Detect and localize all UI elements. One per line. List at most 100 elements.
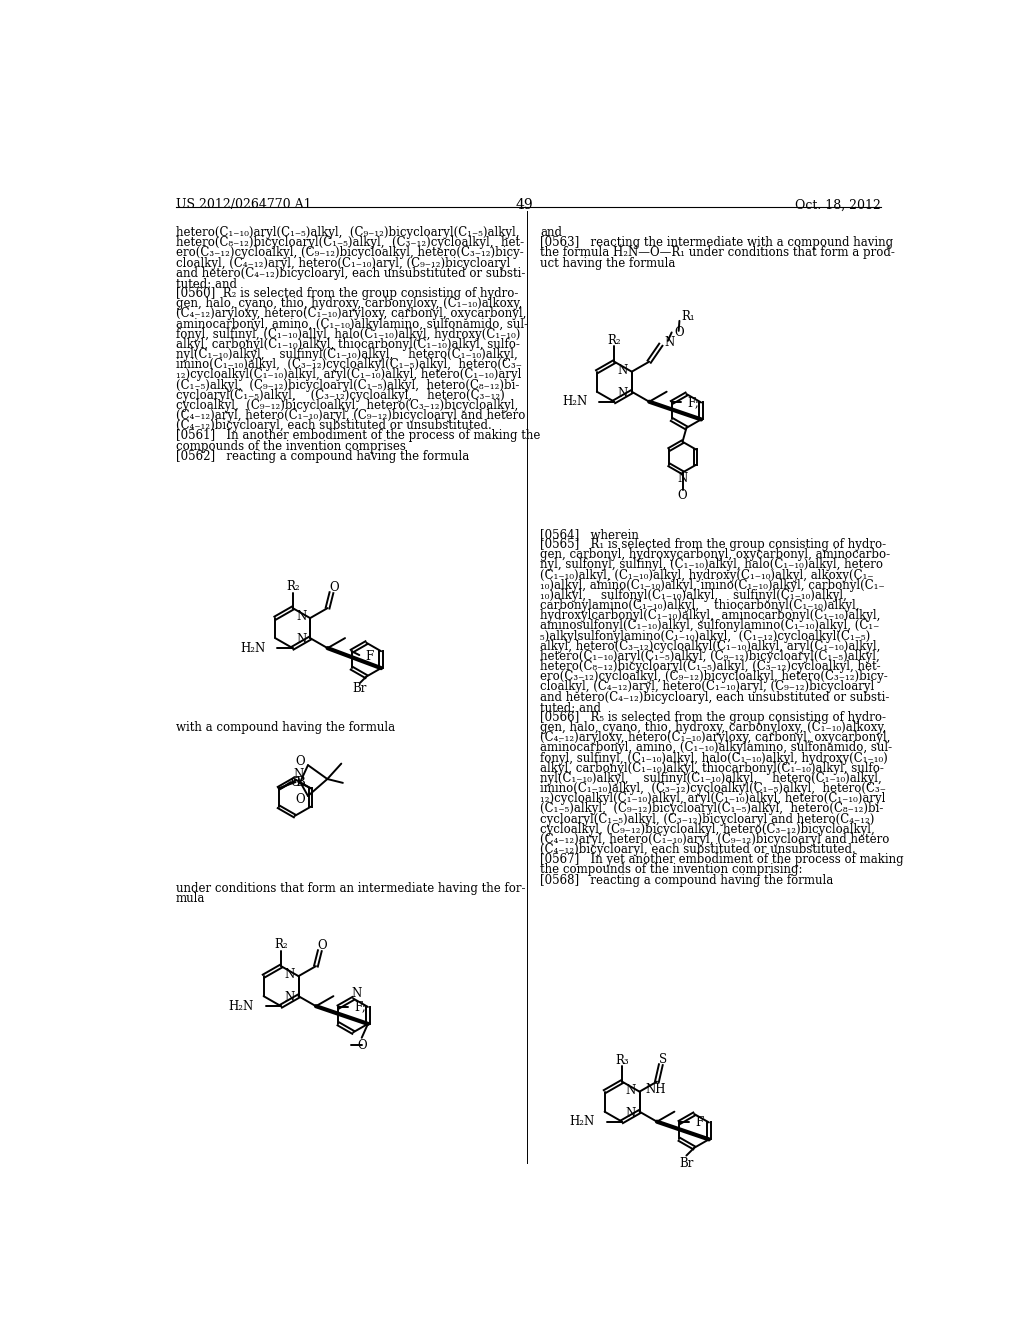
- Text: fonyl, sulfinyl, (C₁₋₁₀)allyl, halo(C₁₋₁₀)alkyl, hydroxy(C₁₋₁₀): fonyl, sulfinyl, (C₁₋₁₀)allyl, halo(C₁₋₁…: [176, 327, 520, 341]
- Text: (C₄₋₁₂)aryl, hetero(C₁₋₁₀)aryl, (C₉₋₁₂)bicycloaryl and hetero: (C₄₋₁₂)aryl, hetero(C₁₋₁₀)aryl, (C₉₋₁₂)b…: [176, 409, 525, 422]
- Text: H₂N: H₂N: [569, 1115, 595, 1129]
- Text: and hetero(C₄₋₁₂)bicycloaryl, each unsubstituted or substi-: and hetero(C₄₋₁₂)bicycloaryl, each unsub…: [176, 267, 525, 280]
- Text: [0560]  R₂ is selected from the group consisting of hydro-: [0560] R₂ is selected from the group con…: [176, 288, 518, 300]
- Text: N: N: [296, 610, 306, 623]
- Text: tuted; and: tuted; and: [176, 277, 237, 290]
- Text: ₁₀)alkyl,    sulfonyl(C₁₋₁₀)alkyl,    sulfinyl(C₁₋₁₀)alkyl,: ₁₀)alkyl, sulfonyl(C₁₋₁₀)alkyl, sulfinyl…: [541, 589, 847, 602]
- Text: (C₄₋₁₂)bicycloaryl, each substituted or unsubstituted.: (C₄₋₁₂)bicycloaryl, each substituted or …: [541, 843, 856, 857]
- Text: N: N: [293, 768, 303, 781]
- Text: aminosulfonyl(C₁₋₁₀)alkyl, sulfonylamino(C₁₋₁₀)alkyl, (C₁₋: aminosulfonyl(C₁₋₁₀)alkyl, sulfonylamino…: [541, 619, 880, 632]
- Text: S: S: [659, 1053, 668, 1065]
- Text: N: N: [285, 991, 295, 1005]
- Text: N: N: [626, 1106, 636, 1119]
- Text: Oct. 18, 2012: Oct. 18, 2012: [796, 198, 882, 211]
- Text: R₂: R₂: [286, 579, 299, 593]
- Text: R₃: R₃: [615, 1053, 629, 1067]
- Text: cycloaryl(C₁₋₅)alkyl, (C₃₋₁₂)bicycloaryl and hetero(C₄₋₁₂): cycloaryl(C₁₋₅)alkyl, (C₃₋₁₂)bicycloaryl…: [541, 813, 874, 825]
- Text: H₂N: H₂N: [228, 999, 254, 1012]
- Text: tuted; and: tuted; and: [541, 701, 601, 714]
- Text: nyl(C₁₋₁₀)alkyl,    sulfinyl(C₁₋₁₀)alkyl,    hetero(C₁₋₁₀)alkyl,: nyl(C₁₋₁₀)alkyl, sulfinyl(C₁₋₁₀)alkyl, h…: [541, 772, 882, 785]
- Text: B: B: [295, 776, 305, 788]
- Text: with a compound having the formula: with a compound having the formula: [176, 721, 395, 734]
- Text: hydroxylcarbonyl(C₁₋₁₀)alkyl,  aminocarbonyl(C₁₋₁₀)alkyl,: hydroxylcarbonyl(C₁₋₁₀)alkyl, aminocarbo…: [541, 610, 881, 622]
- Text: ₅)alkylsulfonylamino(C₁₋₁₀)alkyl,  (C₁₋₁₂)cycloalkyl(C₁₋₅): ₅)alkylsulfonylamino(C₁₋₁₀)alkyl, (C₁₋₁₂…: [541, 630, 870, 643]
- Text: cycloaryl(C₁₋₅)alkyl,    (C₃₋₁₂)cycloalkyl,    hetero(C₃₋₁₂): cycloaryl(C₁₋₅)alkyl, (C₃₋₁₂)cycloalkyl,…: [176, 389, 505, 401]
- Text: (C₁₋₅)alkyl,  (C₉₋₁₂)bicycloaryl(C₁₋₅)alkyl,  hetero(C₈₋₁₂)bi-: (C₁₋₅)alkyl, (C₉₋₁₂)bicycloaryl(C₁₋₅)alk…: [541, 803, 884, 816]
- Text: aminocarbonyl, amino, (C₁₋₁₀)alkylamino, sulfonamido, sul-: aminocarbonyl, amino, (C₁₋₁₀)alkylamino,…: [541, 742, 893, 755]
- Text: O: O: [295, 755, 305, 768]
- Text: N: N: [626, 1084, 636, 1097]
- Text: imino(C₁₋₁₀)alkyl,  (C₃₋₁₂)cycloalkyl(C₁₋₅)alkyl,  hetero(C₃₋: imino(C₁₋₁₀)alkyl, (C₃₋₁₂)cycloalkyl(C₁₋…: [176, 358, 522, 371]
- Text: NH: NH: [646, 1082, 667, 1096]
- Text: alkyl, carbonyl(C₁₋₁₀)alkyl, thiocarbonyl(C₁₋₁₀)alkyl, sulfo-: alkyl, carbonyl(C₁₋₁₀)alkyl, thiocarbony…: [176, 338, 520, 351]
- Text: F: F: [366, 649, 374, 663]
- Text: O: O: [678, 490, 687, 502]
- Text: R₂: R₂: [607, 334, 622, 347]
- Text: N: N: [296, 634, 306, 647]
- Text: uct having the formula: uct having the formula: [541, 256, 676, 269]
- Text: O: O: [291, 776, 300, 788]
- Text: N: N: [678, 473, 688, 486]
- Text: (C₁₋₅)alkyl,  (C₉₋₁₂)bicycloaryl(C₁₋₅)alkyl,  hetero(C₈₋₁₂)bi-: (C₁₋₅)alkyl, (C₉₋₁₂)bicycloaryl(C₁₋₅)alk…: [176, 379, 519, 392]
- Text: Br: Br: [679, 1156, 693, 1170]
- Text: [0567]   In yet another embodiment of the process of making: [0567] In yet another embodiment of the …: [541, 853, 904, 866]
- Text: ₁₂)cycloalkyl(C₁₋₁₀)alkyl, aryl(C₁₋₁₀)alkyl, hetero(C₁₋₁₀)aryl: ₁₂)cycloalkyl(C₁₋₁₀)alkyl, aryl(C₁₋₁₀)al…: [541, 792, 886, 805]
- Text: compounds of the invention comprises: compounds of the invention comprises: [176, 440, 406, 453]
- Text: under conditions that form an intermediate having the for-: under conditions that form an intermedia…: [176, 882, 525, 895]
- Text: N: N: [351, 987, 361, 1001]
- Text: O: O: [329, 581, 339, 594]
- Text: ₁₀)alkyl, amino(C₁₋₁₀)alkyl, imino(C₁₋₁₀)alkyl, carbonyl(C₁₋: ₁₀)alkyl, amino(C₁₋₁₀)alkyl, imino(C₁₋₁₀…: [541, 579, 885, 591]
- Text: hetero(C₈₋₁₂)bicycloaryl(C₁₋₅)alkyl, (C₃₋₁₂)cycloalkyl, het-: hetero(C₈₋₁₂)bicycloaryl(C₁₋₅)alkyl, (C₃…: [541, 660, 881, 673]
- Text: N: N: [617, 387, 628, 400]
- Text: (C₄₋₁₂)aryloxy, hetero(C₁₋₁₀)aryloxy, carbonyl, oxycarbonyl,: (C₄₋₁₂)aryloxy, hetero(C₁₋₁₀)aryloxy, ca…: [541, 731, 891, 744]
- Text: [0565]   R₁ is selected from the group consisting of hydro-: [0565] R₁ is selected from the group con…: [541, 539, 887, 552]
- Text: gen, carbonyl, hydroxycarbonyl, oxycarbonyl, aminocarbo-: gen, carbonyl, hydroxycarbonyl, oxycarbo…: [541, 548, 891, 561]
- Text: and hetero(C₄₋₁₂)bicycloaryl, each unsubstituted or substi-: and hetero(C₄₋₁₂)bicycloaryl, each unsub…: [541, 690, 890, 704]
- Text: (C₄₋₁₂)aryl, hetero(C₁₋₁₀)aryl, (C₉₋₁₂)bicycloaryl and hetero: (C₄₋₁₂)aryl, hetero(C₁₋₁₀)aryl, (C₉₋₁₂)b…: [541, 833, 890, 846]
- Text: (C₁₋₁₀)alkyl, (C₁₋₁₀)alkyl, hydroxy(C₁₋₁₀)alkyl, alkoxy(C₁₋: (C₁₋₁₀)alkyl, (C₁₋₁₀)alkyl, hydroxy(C₁₋₁…: [541, 569, 873, 582]
- Text: N: N: [285, 968, 295, 981]
- Text: O: O: [675, 326, 684, 339]
- Text: R₂: R₂: [274, 939, 288, 952]
- Text: [0568]   reacting a compound having the formula: [0568] reacting a compound having the fo…: [541, 874, 834, 887]
- Text: and: and: [541, 226, 562, 239]
- Text: carbonylamino(C₁₋₁₀)alkyl,    thiocarbonyl(C₁₋₁₀)alkyl,: carbonylamino(C₁₋₁₀)alkyl, thiocarbonyl(…: [541, 599, 860, 612]
- Text: [0566]   R₅ is selected from the group consisting of hydro-: [0566] R₅ is selected from the group con…: [541, 711, 887, 723]
- Text: aminocarbonyl, amino, (C₁₋₁₀)alkylamino, sulfonamido, sul-: aminocarbonyl, amino, (C₁₋₁₀)alkylamino,…: [176, 318, 528, 330]
- Text: nyl, sulfonyl, sulfinyl, (C₁₋₁₀)alkyl, halo(C₁₋₁₀)alkyl, hetero: nyl, sulfonyl, sulfinyl, (C₁₋₁₀)alkyl, h…: [541, 558, 884, 572]
- Text: cloalkyl, (C₄₋₁₂)aryl, hetero(C₁₋₁₀)aryl, (C₉₋₁₂)bicycloaryl: cloalkyl, (C₄₋₁₂)aryl, hetero(C₁₋₁₀)aryl…: [541, 681, 874, 693]
- Text: gen, halo, cyano, thio, hydroxy, carbonyloxy, (C₁₋₁₀)alkoxy,: gen, halo, cyano, thio, hydroxy, carbony…: [541, 721, 887, 734]
- Text: US 2012/0264770 A1: US 2012/0264770 A1: [176, 198, 311, 211]
- Text: hetero(C₈₋₁₂)bicycloaryl(C₁₋₅)alkyl,  (C₃₋₁₂)cycloalkyl,  het-: hetero(C₈₋₁₂)bicycloaryl(C₁₋₅)alkyl, (C₃…: [176, 236, 524, 249]
- Text: ero(C₃₋₁₂)cycloalkyl, (C₉₋₁₂)bicycloalkyl, hetero(C₃₋₁₂)bicy-: ero(C₃₋₁₂)cycloalkyl, (C₉₋₁₂)bicycloalky…: [176, 247, 524, 260]
- Text: H₂N: H₂N: [562, 395, 587, 408]
- Text: [0561]   In another embodiment of the process of making the: [0561] In another embodiment of the proc…: [176, 429, 541, 442]
- Text: O: O: [295, 793, 305, 807]
- Text: O: O: [357, 1039, 367, 1052]
- Text: hetero(C₁₋₁₀)aryl(C₁₋₅)alkyl, (C₉₋₁₂)bicycloaryl(C₁₋₅)alkyl,: hetero(C₁₋₁₀)aryl(C₁₋₅)alkyl, (C₉₋₁₂)bic…: [541, 649, 880, 663]
- Text: R₁: R₁: [681, 310, 694, 323]
- Text: O: O: [317, 939, 327, 952]
- Text: alkyl, carbonyl(C₁₋₁₀)alkyl, thiocarbonyl(C₁₋₁₀)alkyl, sulfo-: alkyl, carbonyl(C₁₋₁₀)alkyl, thiocarbony…: [541, 762, 884, 775]
- Text: fonyl, sulfinyl, (C₁₋₁₀)alkyl, halo(C₁₋₁₀)alkyl, hydroxy(C₁₋₁₀): fonyl, sulfinyl, (C₁₋₁₀)alkyl, halo(C₁₋₁…: [541, 751, 888, 764]
- Text: alkyl, hetero(C₃₋₁₂)cycloalkyl(C₁₋₁₀)alkyl, aryl(C₁₋₁₀)alkyl,: alkyl, hetero(C₃₋₁₂)cycloalkyl(C₁₋₁₀)alk…: [541, 640, 881, 653]
- Text: the compounds of the invention comprising:: the compounds of the invention comprisin…: [541, 863, 803, 876]
- Text: ero(C₃₋₁₂)cycloalkyl, (C₉₋₁₂)bicycloalkyl, hetero(C₃₋₁₂)bicy-: ero(C₃₋₁₂)cycloalkyl, (C₉₋₁₂)bicycloalky…: [541, 671, 888, 684]
- Text: hetero(C₁₋₁₀)aryl(C₁₋₅)alkyl,  (C₉₋₁₂)bicycloaryl(C₁₋₅)alkyl,: hetero(C₁₋₁₀)aryl(C₁₋₅)alkyl, (C₉₋₁₂)bic…: [176, 226, 519, 239]
- Text: 49: 49: [516, 198, 534, 213]
- Text: [0563]   reacting the intermediate with a compound having: [0563] reacting the intermediate with a …: [541, 236, 893, 249]
- Text: ₁₂)cycloalkyl(C₁₋₁₀)alkyl, aryl(C₁₋₁₀)alkyl, hetero(C₁₋₁₀)aryl: ₁₂)cycloalkyl(C₁₋₁₀)alkyl, aryl(C₁₋₁₀)al…: [176, 368, 521, 381]
- Text: nyl(C₁₋₁₀)alkyl,    sulfinyl(C₁₋₁₀)alkyl,    hetero(C₁₋₁₀)alkyl,: nyl(C₁₋₁₀)alkyl, sulfinyl(C₁₋₁₀)alkyl, h…: [176, 348, 518, 362]
- Text: cloalkyl, (C₄₋₁₂)aryl, hetero(C₁₋₁₀)aryl, (C₉₋₁₂)bicycloaryl: cloalkyl, (C₄₋₁₂)aryl, hetero(C₁₋₁₀)aryl…: [176, 256, 510, 269]
- Text: [0562]   reacting a compound having the formula: [0562] reacting a compound having the fo…: [176, 450, 469, 463]
- Text: N: N: [617, 363, 628, 376]
- Text: cycloalkyl, (C₉₋₁₂)bicycloalkyl, hetero(C₃₋₁₂)bicycloalkyl,: cycloalkyl, (C₉₋₁₂)bicycloalkyl, hetero(…: [541, 822, 876, 836]
- Text: (C₄₋₁₂)aryloxy, hetero(C₁₋₁₀)aryloxy, carbonyl, oxycarbonyl,: (C₄₋₁₂)aryloxy, hetero(C₁₋₁₀)aryloxy, ca…: [176, 308, 526, 321]
- Text: the formula H₂N—O—R₁ under conditions that form a prod-: the formula H₂N—O—R₁ under conditions th…: [541, 247, 895, 260]
- Text: H₂N: H₂N: [241, 642, 265, 655]
- Text: gen, halo, cyano, thio, hydroxy, carbonyloxy, (C₁₋₁₀)alkoxy,: gen, halo, cyano, thio, hydroxy, carbony…: [176, 297, 522, 310]
- Text: imino(C₁₋₁₀)alkyl,  (C₃₋₁₂)cycloalkyl(C₁₋₅)alkyl,  hetero(C₃₋: imino(C₁₋₁₀)alkyl, (C₃₋₁₂)cycloalkyl(C₁₋…: [541, 781, 887, 795]
- Text: mula: mula: [176, 892, 206, 906]
- Text: cycloalkyl,  (C₉₋₁₂)bicycloalkyl,  hetero(C₃₋₁₂)bicycloalkyl,: cycloalkyl, (C₉₋₁₂)bicycloalkyl, hetero(…: [176, 399, 518, 412]
- Text: (C₄₋₁₂)bicycloaryl, each substituted or unsubstituted.: (C₄₋₁₂)bicycloaryl, each substituted or …: [176, 420, 492, 432]
